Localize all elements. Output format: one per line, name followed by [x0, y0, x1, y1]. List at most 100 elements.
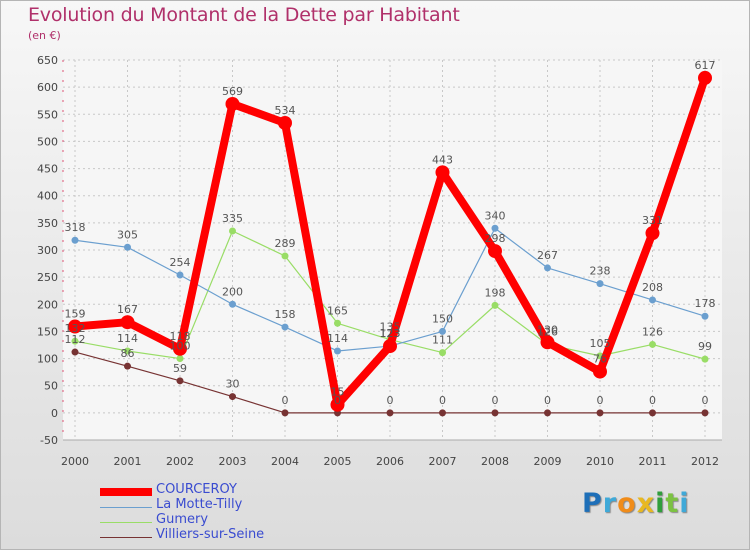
x-tick-label: 2011	[639, 455, 667, 468]
point-gumery	[491, 301, 499, 309]
data-label-villiers-sur-seine: 0	[649, 394, 656, 407]
data-label-courceroy: 617	[695, 59, 716, 72]
point-villiers-sur-seine	[439, 409, 446, 417]
point-gumery	[649, 340, 656, 348]
point-courceroy	[120, 315, 135, 330]
y-tick-label: 600	[37, 81, 58, 94]
data-label-la-motte-tilly: 208	[642, 281, 663, 294]
data-label-courceroy: 443	[432, 153, 453, 166]
data-label-la-motte-tilly: 114	[327, 332, 348, 345]
data-label-villiers-sur-seine: 0	[702, 394, 709, 407]
data-label-gumery: 132	[65, 322, 86, 335]
point-courceroy	[435, 165, 450, 180]
y-tick-label: 400	[37, 190, 58, 203]
point-courceroy	[540, 335, 555, 350]
data-label-courceroy: 15	[331, 386, 345, 399]
point-la-motte-tilly	[176, 271, 184, 279]
y-tick-label: 500	[37, 135, 58, 148]
point-gumery	[334, 319, 341, 327]
point-gumery	[701, 355, 709, 363]
data-label-courceroy: 130	[537, 323, 558, 336]
data-label-villiers-sur-seine: 59	[173, 362, 187, 375]
point-courceroy	[645, 226, 660, 241]
data-label-la-motte-tilly: 238	[590, 265, 611, 278]
data-label-courceroy: 159	[65, 308, 86, 321]
data-label-la-motte-tilly: 305	[117, 228, 138, 241]
x-tick-label: 2007	[429, 455, 457, 468]
point-la-motte-tilly	[491, 224, 499, 232]
logo-letter: o	[617, 488, 637, 519]
point-villiers-sur-seine	[124, 362, 131, 370]
data-label-villiers-sur-seine: 0	[544, 394, 551, 407]
point-courceroy	[330, 397, 345, 412]
point-la-motte-tilly	[649, 296, 656, 304]
x-tick-label: 2000	[61, 455, 89, 468]
data-label-courceroy: 167	[117, 303, 138, 316]
data-label-gumery: 198	[485, 286, 506, 299]
legend-swatch-la-motte-tilly	[100, 507, 152, 508]
point-courceroy	[173, 341, 187, 356]
x-tick-label: 2006	[376, 455, 404, 468]
point-villiers-sur-seine	[176, 377, 184, 385]
data-label-la-motte-tilly: 267	[537, 249, 558, 262]
data-label-villiers-sur-seine: 0	[597, 394, 604, 407]
y-tick-label: 450	[37, 163, 58, 176]
y-tick-label: 200	[37, 298, 58, 311]
point-gumery	[176, 355, 184, 363]
y-tick-label: 350	[37, 217, 58, 230]
data-label-gumery: 99	[698, 340, 712, 353]
point-la-motte-tilly	[124, 243, 131, 251]
point-gumery	[229, 227, 236, 235]
data-label-gumery: 126	[537, 325, 558, 338]
point-courceroy	[278, 115, 292, 130]
legend-label-la-motte-tilly: La Motte-Tilly	[156, 497, 243, 512]
legend-label-villiers-sur-seine: Villiers-sur-Seine	[156, 527, 265, 542]
point-la-motte-tilly	[596, 280, 604, 288]
point-villiers-sur-seine	[649, 409, 656, 417]
point-la-motte-tilly	[701, 312, 709, 320]
point-courceroy	[488, 244, 502, 259]
data-label-villiers-sur-seine: 112	[65, 333, 86, 346]
y-tick-label: 250	[37, 271, 58, 284]
point-la-motte-tilly	[71, 236, 79, 244]
data-label-gumery: 126	[642, 325, 663, 338]
point-la-motte-tilly	[334, 347, 341, 355]
point-villiers-sur-seine	[386, 409, 394, 417]
point-gumery	[281, 252, 289, 260]
x-tick-label: 2002	[166, 455, 194, 468]
data-label-gumery: 111	[432, 334, 453, 347]
data-label-villiers-sur-seine: 86	[121, 347, 135, 360]
point-villiers-sur-seine	[71, 348, 79, 356]
logo-letter: i	[655, 488, 666, 519]
data-label-la-motte-tilly: 150	[432, 312, 453, 325]
data-label-villiers-sur-seine: 0	[282, 394, 289, 407]
point-gumery	[124, 347, 131, 355]
y-tick-label: 150	[37, 325, 58, 338]
point-villiers-sur-seine	[491, 409, 499, 417]
x-tick-label: 2003	[219, 455, 247, 468]
data-label-gumery: 135	[380, 321, 401, 334]
y-tick-label: 100	[37, 353, 58, 366]
data-label-gumery: 289	[275, 237, 296, 250]
point-gumery	[71, 337, 79, 345]
x-tick-label: 2004	[271, 455, 299, 468]
data-label-la-motte-tilly: 200	[222, 285, 243, 298]
data-label-gumery: 100	[170, 340, 191, 353]
y-tick-label: 550	[37, 108, 58, 121]
logo-letter: t	[665, 488, 680, 519]
data-label-villiers-sur-seine: 0	[439, 394, 446, 407]
data-label-la-motte-tilly: 340	[485, 209, 506, 222]
data-label-gumery: 105	[590, 337, 611, 350]
logo-letter: x	[636, 488, 656, 519]
data-label-la-motte-tilly: 123	[380, 327, 401, 340]
legend-label-courceroy: COURCEROY	[156, 482, 237, 497]
point-villiers-sur-seine	[596, 409, 604, 417]
data-label-gumery: 114	[117, 332, 138, 345]
point-villiers-sur-seine	[701, 409, 709, 417]
data-label-la-motte-tilly: 318	[65, 221, 86, 234]
x-tick-label: 2005	[324, 455, 352, 468]
x-tick-label: 2010	[586, 455, 614, 468]
data-label-gumery: 165	[327, 304, 348, 317]
data-label-courceroy: 534	[275, 104, 296, 117]
